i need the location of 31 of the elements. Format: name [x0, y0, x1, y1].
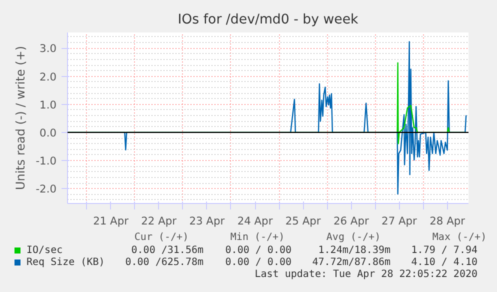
y-tick-label: -2.0 — [36, 182, 57, 196]
text: Min (-/+) — [230, 232, 285, 243]
text: 1.24m/18.39m — [318, 245, 391, 256]
legend-label: IO/sec — [26, 245, 63, 256]
text: 4.10 / 4.10 — [411, 257, 478, 268]
legend-label: Req Size (KB) — [26, 257, 105, 268]
x-tick-label: 22 Apr — [141, 214, 178, 228]
chart-title: IOs for /dev/md0 - by week — [178, 12, 359, 28]
x-tick-label: 28 Apr — [430, 214, 466, 228]
x-tick-label: 26 Apr — [333, 214, 370, 228]
x-tick-label: 27 Apr — [382, 214, 418, 228]
text: Cur (-/+) — [134, 232, 189, 243]
text: 1.79 / 7.94 — [411, 245, 478, 256]
text: Last update: Tue Apr 28 22:05:22 2020 — [254, 269, 478, 280]
y-tick-label: 3.0 — [40, 42, 57, 56]
y-tick-label: -1.0 — [36, 154, 57, 168]
x-tick-label: 23 Apr — [189, 214, 226, 228]
text: 0.00 /31.56m — [131, 245, 204, 256]
text: 0.00 / 0.00 — [225, 245, 292, 256]
x-tick-label: 24 Apr — [237, 214, 274, 228]
text: Avg (-/+) — [326, 232, 381, 243]
text: 0.00 /625.78m — [125, 257, 204, 268]
text: Max (-/+) — [432, 232, 487, 243]
y-axis-title: Units read (-) / write (+) — [14, 46, 28, 190]
x-tick-label: 25 Apr — [285, 214, 322, 228]
y-tick-label: 2.0 — [40, 70, 57, 84]
text: 47.72m/87.86m — [312, 257, 391, 268]
x-tick-label: 21 Apr — [93, 214, 130, 228]
y-tick-label: 1.0 — [40, 98, 57, 112]
y-tick-label: 0.0 — [40, 126, 57, 140]
text: 0.00 / 0.00 — [225, 257, 292, 268]
